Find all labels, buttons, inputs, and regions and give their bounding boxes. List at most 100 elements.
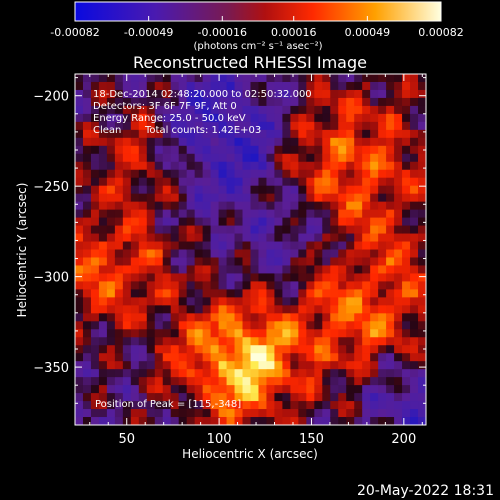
heatmap-cell: [122, 105, 132, 115]
heatmap-cell: [210, 265, 220, 275]
heatmap-cell: [338, 377, 347, 386]
plot-frame: [74, 73, 427, 426]
heatmap-cell: [274, 273, 284, 283]
heatmap-cell: [194, 345, 204, 354]
heatmap-cell: [250, 193, 260, 203]
heatmap-cell: [202, 297, 212, 306]
heatmap-cell: [258, 81, 268, 91]
heatmap-cell: [362, 113, 371, 123]
heatmap-cell: [410, 97, 419, 107]
heatmap-cell: [402, 217, 411, 227]
heatmap-cell: [186, 169, 196, 179]
heatmap-cell: [290, 217, 299, 227]
heatmap-cell: [242, 249, 252, 259]
heatmap-cell: [202, 249, 212, 259]
heatmap-cell: [330, 257, 339, 267]
heatmap-cell: [322, 249, 331, 259]
heatmap-cell: [322, 241, 331, 251]
heatmap-cell: [146, 273, 156, 283]
heatmap-cell: [90, 369, 100, 378]
heatmap-cell: [146, 289, 156, 298]
heatmap-cell: [298, 153, 307, 163]
heatmap-cell: [354, 321, 363, 330]
heatmap-cell: [266, 393, 276, 402]
heatmap-cell: [130, 137, 140, 147]
heatmap-cell: [170, 89, 180, 99]
heatmap-cell: [130, 81, 140, 91]
heatmap-cell: [234, 257, 244, 267]
heatmap-cell: [290, 385, 299, 394]
heatmap-cell: [138, 273, 148, 283]
heatmap-cell: [186, 249, 196, 259]
heatmap-cell: [274, 121, 284, 131]
heatmap-cell: [194, 273, 204, 283]
heatmap-cell: [298, 74, 307, 83]
heatmap-cell: [194, 297, 204, 306]
heatmap-cell: [362, 74, 371, 83]
heatmap-cell: [322, 137, 331, 147]
heatmap-cell: [154, 145, 164, 155]
heatmap-cell: [210, 377, 220, 386]
heatmap-cell: [258, 233, 268, 243]
heatmap-cell: [114, 313, 124, 322]
annotation-total-counts: Total counts: 1.42E+03: [144, 125, 261, 136]
heatmap-cell: [282, 145, 291, 155]
heatmap-cell: [202, 201, 212, 211]
heatmap-cell: [178, 273, 188, 283]
heatmap-cell: [242, 129, 252, 139]
heatmap-cell: [178, 329, 188, 338]
heatmap-cell: [322, 209, 331, 219]
heatmap-cell: [298, 297, 307, 306]
heatmap-cell: [282, 209, 291, 219]
heatmap-cell: [218, 345, 228, 354]
heatmap-cell: [234, 225, 244, 235]
heatmap-cell: [202, 137, 212, 147]
heatmap-cell: [386, 409, 395, 418]
heatmap-cell: [266, 337, 276, 346]
heatmap-cell: [282, 257, 291, 267]
heatmap-cell: [402, 129, 411, 139]
heatmap-cell: [75, 265, 84, 275]
heatmap-cell: [75, 161, 84, 171]
heatmap-cell: [298, 401, 307, 410]
heatmap-cell: [90, 361, 100, 370]
heatmap-cell: [146, 129, 156, 139]
heatmap-cell: [234, 185, 244, 195]
heatmap-cell: [290, 401, 299, 410]
heatmap-cell: [146, 153, 156, 163]
heatmap-cell: [226, 217, 236, 227]
heatmap-cell: [346, 161, 355, 171]
heatmap-cell: [394, 225, 403, 235]
heatmap-cell: [386, 345, 395, 354]
heatmap-cell: [362, 217, 371, 227]
heatmap-cell: [370, 249, 379, 259]
heatmap-cell: [98, 321, 108, 330]
heatmap-cell: [114, 177, 124, 187]
heatmap-cell: [378, 105, 387, 115]
heatmap-cell: [210, 169, 220, 179]
heatmap-cell: [90, 265, 100, 275]
heatmap-cell: [290, 129, 299, 139]
heatmap-cell: [186, 241, 196, 251]
heatmap-cell: [258, 281, 268, 290]
heatmap-cell: [242, 241, 252, 251]
heatmap-cell: [282, 97, 291, 107]
heatmap-cell: [266, 345, 276, 354]
heatmap-cell: [202, 233, 212, 243]
heatmap-cell: [138, 177, 148, 187]
heatmap-cell: [378, 393, 387, 402]
heatmap-cell: [354, 305, 363, 314]
heatmap-cell: [346, 361, 355, 370]
heatmap-cell: [346, 313, 355, 322]
heatmap-cell: [154, 225, 164, 235]
heatmap-cell: [314, 321, 323, 330]
heatmap-cell: [202, 209, 212, 219]
heatmap-cell: [370, 161, 379, 171]
heatmap-cell: [370, 201, 379, 211]
heatmap-cell: [75, 233, 84, 243]
heatmap-cell: [98, 185, 108, 195]
heatmap-cell: [114, 137, 124, 147]
heatmap-cell: [138, 129, 148, 139]
heatmap-cell: [266, 153, 276, 163]
heatmap-cell: [298, 97, 307, 107]
